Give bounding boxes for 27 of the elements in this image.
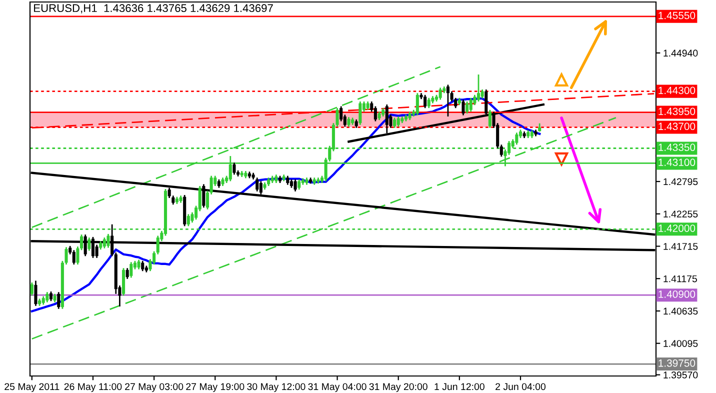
ref-line-label: 1.43700 bbox=[658, 122, 696, 130]
y-tick-label: 1.39570 bbox=[664, 372, 698, 378]
x-tick-label: 27 May 03:00 bbox=[125, 383, 184, 392]
y-tick-label: 1.41715 bbox=[664, 243, 698, 250]
x-tick-label: 1 Jun 12:00 bbox=[434, 383, 484, 390]
ref-line-label: 1.43100 bbox=[658, 158, 696, 166]
ref-line-label: 1.44300 bbox=[658, 86, 696, 94]
y-tick-label: 1.40635 bbox=[664, 308, 698, 315]
ref-line-label: 1.43950 bbox=[658, 108, 696, 116]
y-tick-label: 1.42255 bbox=[664, 210, 698, 218]
chart-title: EURUSD,H1 1.43636 1.43765 1.43629 1.43697 bbox=[34, 4, 273, 14]
ref-line-label: 1.45550 bbox=[658, 12, 696, 20]
ref-line-label: 1.42000 bbox=[658, 224, 696, 232]
x-tick-label: 30 May 12:00 bbox=[247, 383, 306, 392]
x-tick-label: 26 May 11:00 bbox=[64, 383, 122, 392]
y-tick-label: 1.41175 bbox=[664, 275, 697, 282]
ref-line-label: 1.39750 bbox=[658, 359, 696, 367]
x-tick-label: 2 Jun 04:00 bbox=[496, 383, 546, 390]
y-tick-label: 1.44940 bbox=[664, 50, 698, 57]
x-tick-label: 27 May 19:00 bbox=[186, 383, 244, 392]
ref-line-label: 1.40900 bbox=[658, 290, 696, 298]
y-tick-label: 1.40095 bbox=[664, 340, 698, 347]
x-tick-label: 31 May 04:00 bbox=[308, 383, 366, 392]
x-tick-label: 25 May 2011 bbox=[4, 383, 60, 392]
ref-line-label: 1.43350 bbox=[658, 144, 696, 152]
y-tick-label: 1.42795 bbox=[664, 178, 698, 186]
x-tick-label: 31 May 20:00 bbox=[369, 383, 428, 392]
